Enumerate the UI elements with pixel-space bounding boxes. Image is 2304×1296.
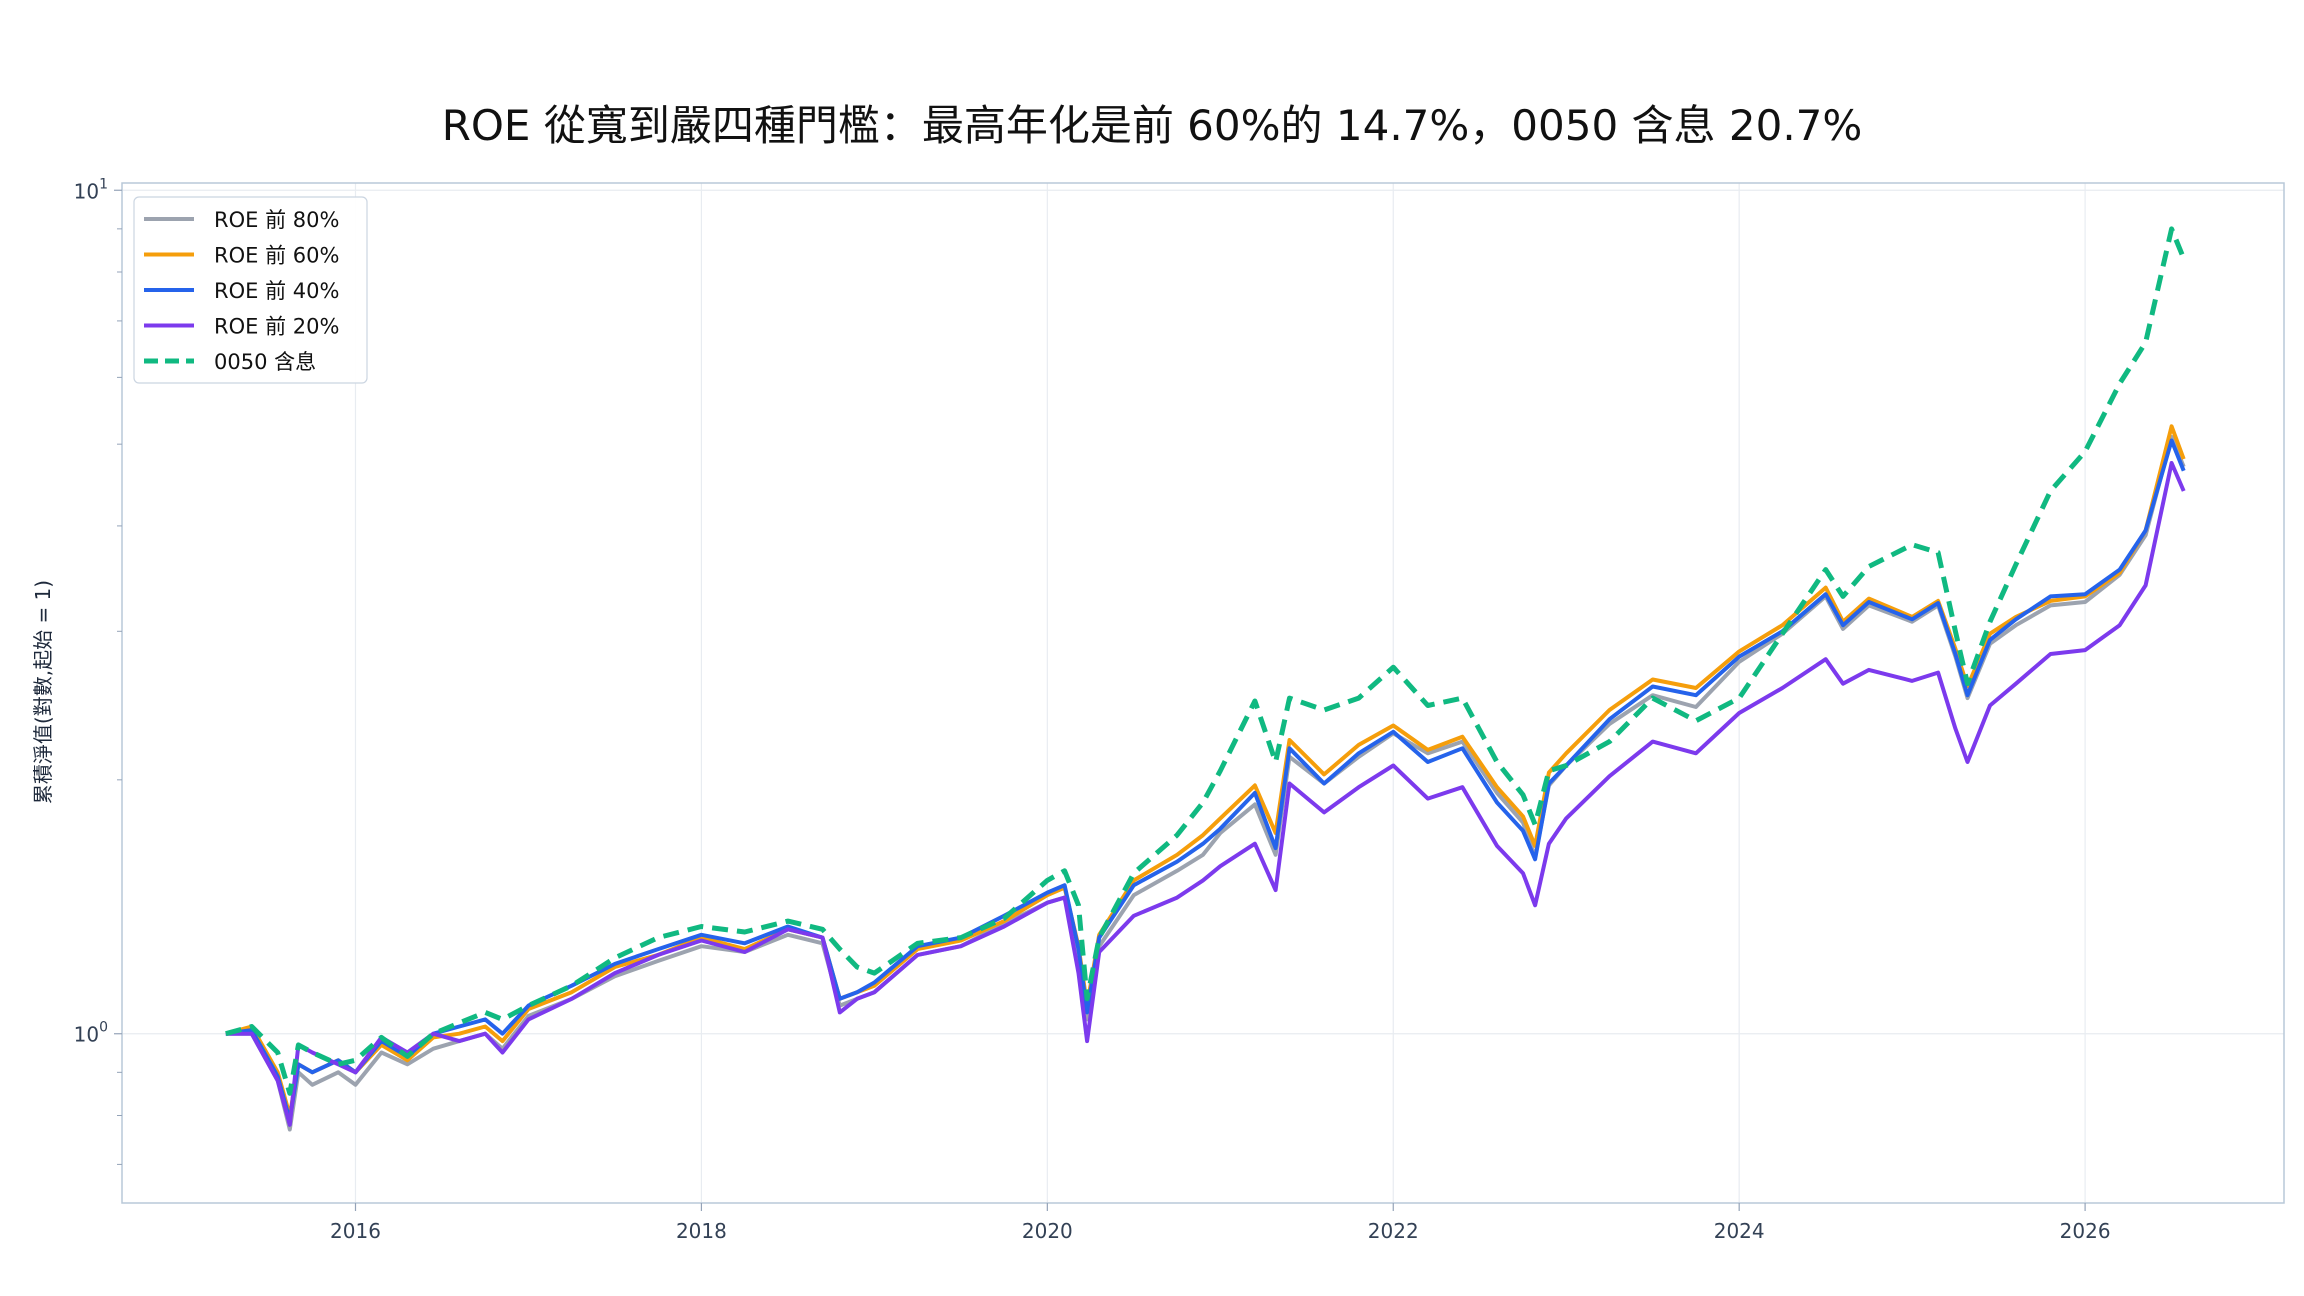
legend-label: ROE 前 20% — [214, 315, 339, 339]
series-line — [225, 226, 2187, 1096]
legend: ROE 前 80% ROE 前 60% ROE 前 40% ROE 前 20% 0050… — [133, 196, 368, 384]
x-tick-label: 2020 — [1022, 1219, 1073, 1243]
grid-lines — [122, 183, 2284, 1203]
y-axis-label: 累積淨值(對數,起始 = 1) — [31, 580, 55, 804]
series-line — [225, 438, 2186, 1123]
legend-label: ROE 前 40% — [214, 279, 339, 303]
legend-label: 0050 含息 — [214, 350, 316, 374]
legend-label: ROE 前 80% — [214, 208, 339, 232]
y-tick-label: 101 — [74, 176, 108, 203]
chart-title: ROE 從寬到嚴四種門檻：最高年化是前 60%的 14.7%，0050 含息 2… — [442, 101, 1863, 150]
series-lines — [225, 226, 2187, 1132]
series-line — [225, 434, 2186, 1132]
y-axis: 100 101 — [74, 176, 122, 1165]
legend-box — [133, 196, 368, 384]
y-tick-label: 100 — [74, 1020, 108, 1047]
series-line — [225, 461, 2186, 1127]
x-tick-label: 2018 — [676, 1219, 727, 1243]
series-line — [225, 424, 2186, 1118]
x-tick-label: 2026 — [2060, 1219, 2111, 1243]
legend-label: ROE 前 60% — [214, 244, 339, 268]
x-tick-label: 2016 — [330, 1219, 381, 1243]
plot-frame — [121, 182, 2285, 1204]
x-axis: 2016 2018 2020 2022 2024 2026 — [330, 1203, 2111, 1243]
x-tick-label: 2022 — [1368, 1219, 1419, 1243]
x-tick-label: 2024 — [1714, 1219, 1765, 1243]
